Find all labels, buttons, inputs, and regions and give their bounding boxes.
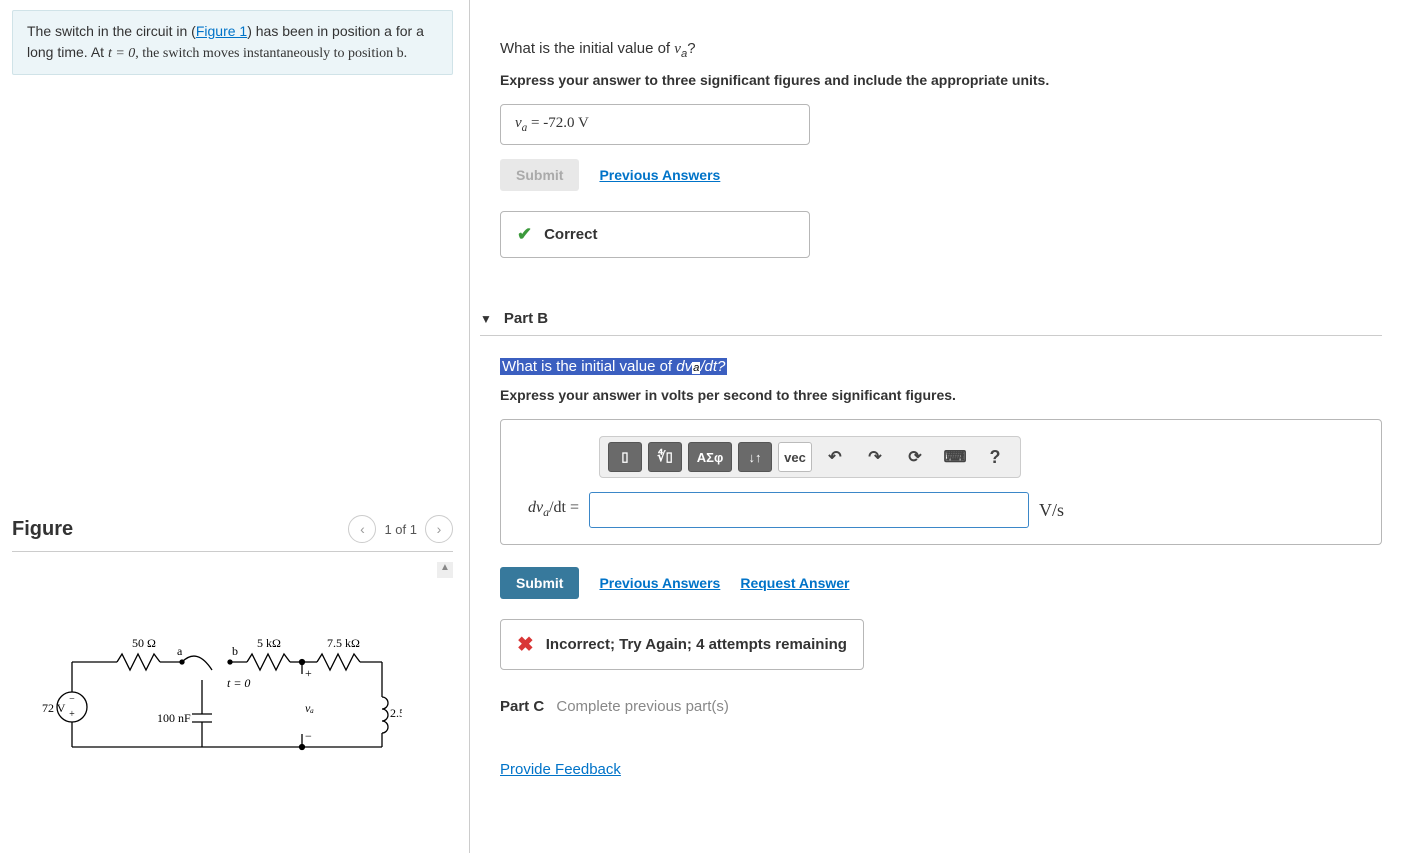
check-icon: ✔ <box>517 224 532 245</box>
figure-counter: 1 of 1 <box>384 522 417 537</box>
partb-feedback: ✖ Incorrect; Try Again; 4 attempts remai… <box>500 619 864 670</box>
undo-button[interactable]: ↶ <box>818 442 852 472</box>
partb-input-row: dva/dt = V/s <box>519 492 1363 528</box>
svg-text:50 Ω: 50 Ω <box>132 636 156 650</box>
figure-nav: ‹ 1 of 1 › <box>348 515 453 543</box>
partb-previous-answers-link[interactable]: Previous Answers <box>599 575 720 591</box>
figure-link[interactable]: Figure 1 <box>196 23 247 39</box>
help-button[interactable]: ? <box>978 442 1012 472</box>
parta-question: What is the initial value of va? <box>500 40 1382 60</box>
partb-submit-button[interactable]: Submit <box>500 567 579 599</box>
svg-text:100 nF: 100 nF <box>157 711 191 725</box>
keyboard-button[interactable]: ⌨ <box>938 442 972 472</box>
circuit-diagram: 72 V − + 50 Ω a b 5 kΩ 7.5 kΩ t = 0 100 … <box>42 622 402 782</box>
redo-button[interactable]: ↷ <box>858 442 892 472</box>
partb-input-panel: ▯ ∜▯ ΑΣφ ↓↑ vec ↶ ↷ ⟳ ⌨ ? dva/dt = V/s <box>500 419 1382 545</box>
partb-feedback-text: Incorrect; Try Again; 4 attempts remaini… <box>546 636 847 653</box>
parta-feedback-text: Correct <box>544 226 597 243</box>
partb-header[interactable]: ▼ Part B <box>480 298 1382 336</box>
intro-text-1: The switch in the circuit in ( <box>27 23 196 39</box>
partc-title: Part C <box>500 698 544 715</box>
svg-text:2.5 H: 2.5 H <box>390 706 402 720</box>
partb-input-label: dva/dt = <box>519 499 579 520</box>
provide-feedback-link[interactable]: Provide Feedback <box>500 761 621 778</box>
figure-header: Figure ‹ 1 of 1 › <box>12 515 453 552</box>
figure-pane: ▲ <box>12 562 453 792</box>
svg-text:b: b <box>232 644 238 658</box>
svg-text:t = 0: t = 0 <box>227 676 250 690</box>
figure-next-button[interactable]: › <box>425 515 453 543</box>
partc-row: Part C Complete previous part(s) <box>500 698 1382 715</box>
parta-instruction: Express your answer to three significant… <box>500 72 1382 88</box>
subsup-button[interactable]: ↓↑ <box>738 442 772 472</box>
t-equals-zero: t = 0 <box>108 46 135 61</box>
partc-msg: Complete previous part(s) <box>556 698 729 715</box>
figure-title: Figure <box>12 518 73 541</box>
figure-prev-button[interactable]: ‹ <box>348 515 376 543</box>
svg-text:+: + <box>69 709 75 720</box>
svg-text:7.5 kΩ: 7.5 kΩ <box>327 636 360 650</box>
greek-button[interactable]: ΑΣφ <box>688 442 732 472</box>
x-icon: ✖ <box>517 632 534 657</box>
collapse-icon: ▼ <box>480 312 492 326</box>
partb-question: What is the initial value of dva/dt? <box>500 358 1382 375</box>
fraction-root-button[interactable]: ∜▯ <box>648 442 682 472</box>
svg-text:a: a <box>177 644 183 658</box>
left-column: The switch in the circuit in (Figure 1) … <box>0 0 470 853</box>
partb-title: Part B <box>504 310 548 327</box>
partb-question-highlight: What is the initial value of dva/dt? <box>500 358 727 375</box>
parta-submit-button: Submit <box>500 159 579 191</box>
partb-answer-input[interactable] <box>589 492 1029 528</box>
scroll-up-button[interactable]: ▲ <box>437 562 453 578</box>
partb-request-answer-link[interactable]: Request Answer <box>740 575 849 591</box>
reset-button[interactable]: ⟳ <box>898 442 932 472</box>
svg-text:5 kΩ: 5 kΩ <box>257 636 281 650</box>
parta-answer-box: va = -72.0 V <box>500 104 810 145</box>
right-column: What is the initial value of va? Express… <box>470 0 1402 853</box>
svg-text:+: + <box>305 666 312 680</box>
partb-instruction: Express your answer in volts per second … <box>500 387 1382 403</box>
parta-feedback: ✔ Correct <box>500 211 810 258</box>
svg-text:vₐ: vₐ <box>305 701 314 715</box>
problem-intro: The switch in the circuit in (Figure 1) … <box>12 10 453 75</box>
parta-previous-answers-link[interactable]: Previous Answers <box>599 167 720 183</box>
svg-text:−: − <box>69 694 75 705</box>
equation-toolbar: ▯ ∜▯ ΑΣφ ↓↑ vec ↶ ↷ ⟳ ⌨ ? <box>599 436 1021 478</box>
partb-unit: V/s <box>1039 500 1064 521</box>
vec-button[interactable]: vec <box>778 442 812 472</box>
svg-text:−: − <box>305 729 312 743</box>
svg-text:72 V: 72 V <box>42 701 66 715</box>
partb-buttons: Submit Previous Answers Request Answer <box>500 567 1382 599</box>
intro-text-3: , the switch moves instantaneously to po… <box>135 46 407 61</box>
parta-buttons: Submit Previous Answers <box>500 159 1382 191</box>
templates-button[interactable]: ▯ <box>608 442 642 472</box>
